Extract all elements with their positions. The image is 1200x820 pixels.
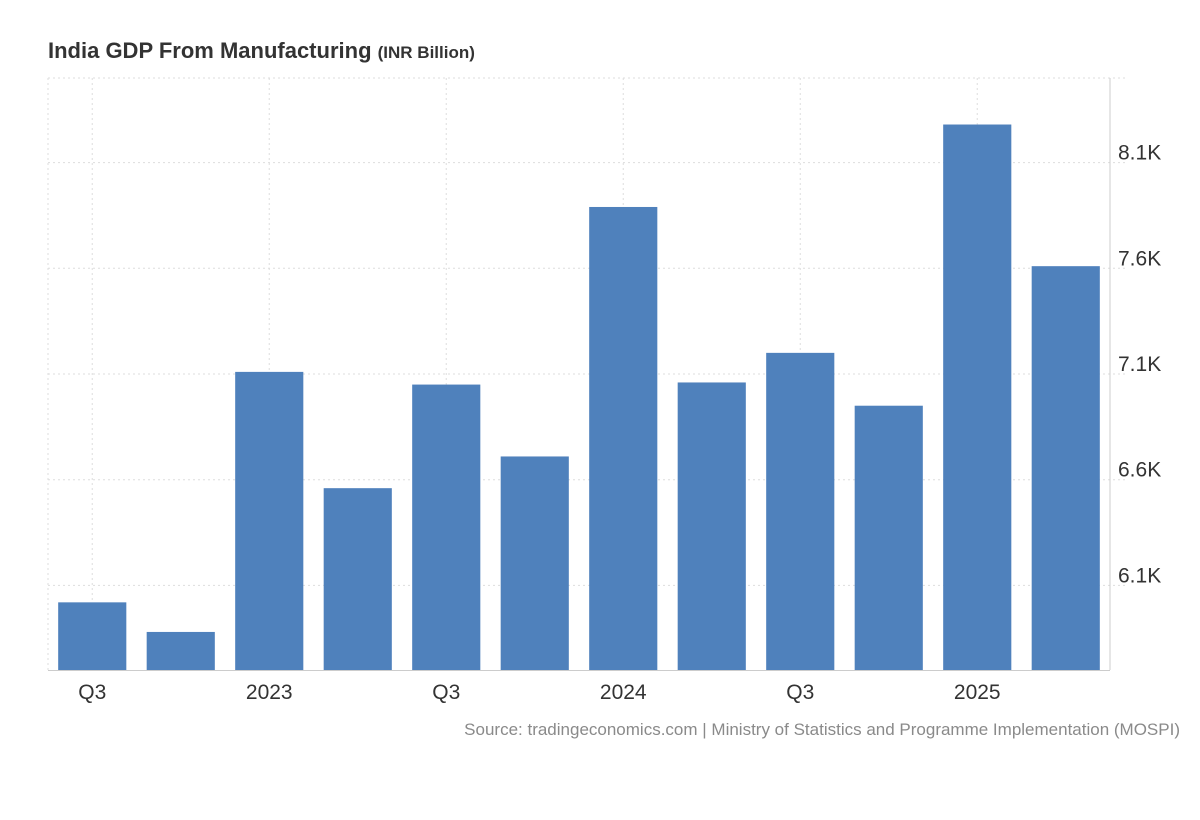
bar <box>323 488 392 670</box>
source-note: Source: tradingeconomics.com | Ministry … <box>464 720 1180 739</box>
chart-title-text: India GDP From Manufacturing <box>48 38 372 63</box>
axis-layer: 6.1K 6.6K 7.1K 7.6K 8.1K Q3 2023 Q3 2024 Q3 2025 <box>48 142 1161 704</box>
x-tick-label: Q3 <box>78 681 106 704</box>
bar <box>677 382 746 670</box>
y-tick-label: 6.1K <box>1118 564 1161 587</box>
x-tick-label: 2023 <box>246 681 293 704</box>
bar <box>766 352 835 670</box>
bar <box>500 456 569 670</box>
y-tick-label: 6.6K <box>1118 459 1161 482</box>
y-tick-label: 7.1K <box>1118 353 1161 376</box>
x-tick-label: 2025 <box>954 681 1001 704</box>
chart-title: India GDP From Manufacturing (INR Billio… <box>48 38 475 64</box>
y-tick-label: 7.6K <box>1118 247 1161 270</box>
bar <box>1031 266 1100 670</box>
bar <box>146 631 215 670</box>
bar <box>58 602 127 670</box>
bar <box>854 405 923 670</box>
bar <box>412 384 481 670</box>
chart-unit: (INR Billion) <box>377 43 475 62</box>
bars-layer <box>58 124 1100 670</box>
bar <box>589 206 658 670</box>
x-tick-label: Q3 <box>432 681 460 704</box>
bar <box>235 371 304 670</box>
x-tick-label: 2024 <box>600 681 647 704</box>
bar <box>943 124 1012 670</box>
x-tick-label: Q3 <box>786 681 814 704</box>
y-tick-label: 8.1K <box>1118 142 1161 165</box>
